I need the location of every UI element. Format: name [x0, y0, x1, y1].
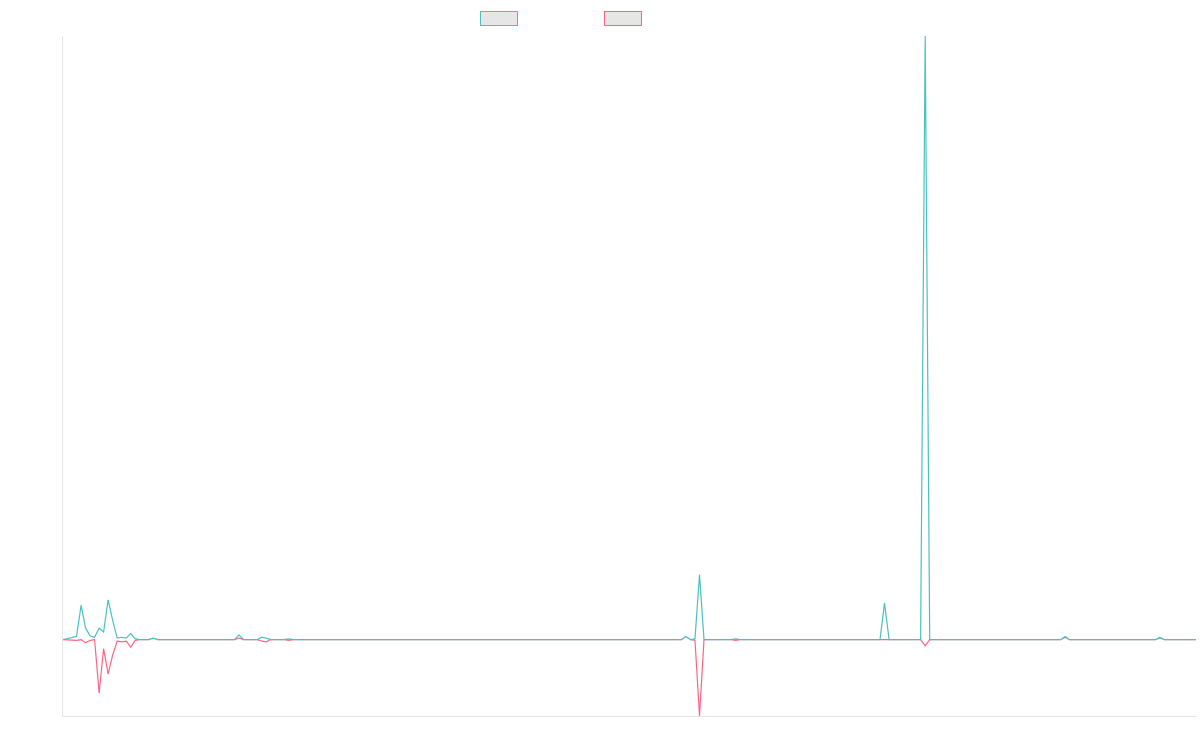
legend-swatch-series-2 — [604, 10, 642, 26]
legend — [0, 9, 1200, 27]
series-line-1 — [62, 35, 1196, 641]
legend-item-series-2[interactable] — [604, 9, 648, 27]
legend-swatch-series-1 — [480, 10, 518, 26]
legend-item-series-1[interactable] — [480, 9, 524, 27]
series-layer — [62, 35, 1196, 717]
series-line-2 — [62, 635, 1196, 717]
